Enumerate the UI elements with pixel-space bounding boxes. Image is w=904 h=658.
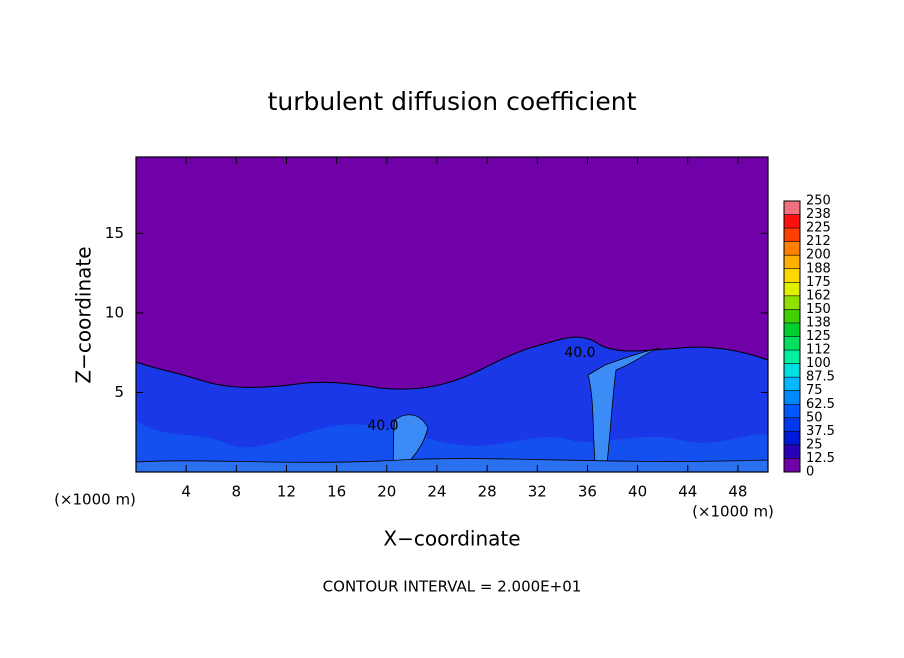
colorbar-box xyxy=(784,417,800,432)
colorbar-box xyxy=(784,390,800,405)
turbulent-region xyxy=(391,414,429,473)
x-tick-label: 44 xyxy=(678,483,697,501)
colorbar-label: 200 xyxy=(806,248,831,263)
colorbar-label: 225 xyxy=(806,221,831,236)
colorbar-label: 37.5 xyxy=(806,424,835,439)
chart-title: turbulent diffusion coefficient xyxy=(268,87,637,116)
colorbar-label: 87.5 xyxy=(806,370,835,385)
x-tick-label: 8 xyxy=(232,483,242,501)
footer: CONTOUR INTERVAL = 2.000E+01 xyxy=(323,578,582,596)
colorbar-box xyxy=(784,377,800,391)
x-tick-label: 28 xyxy=(478,483,497,501)
colorbar-label: 0 xyxy=(806,465,814,480)
colorbar-label: 112 xyxy=(806,343,831,358)
colorbar-box xyxy=(784,295,800,310)
x-tick-label: 32 xyxy=(528,483,547,501)
x-tick-label: 12 xyxy=(277,483,296,501)
x-tick-label: 4 xyxy=(181,483,191,501)
x-unit: (×1000 m) xyxy=(54,491,136,509)
x-tick-label: 40 xyxy=(628,483,647,501)
colorbar-label: 125 xyxy=(806,329,831,344)
colorbar-label: 175 xyxy=(806,275,831,290)
colorbar-box xyxy=(784,458,800,472)
colorbar-box xyxy=(784,363,800,378)
colorbar-box xyxy=(784,336,800,351)
x-axis-label: X−coordinate xyxy=(383,527,520,551)
y-axis-label: Z−coordinate xyxy=(72,246,96,383)
turbulent-region xyxy=(587,347,661,473)
colorbar-box xyxy=(784,255,800,269)
colorbar-box xyxy=(784,201,800,215)
colorbar-label: 62.5 xyxy=(806,397,835,412)
field xyxy=(135,157,769,473)
colorbar-label: 212 xyxy=(806,234,831,249)
colorbar-label: 138 xyxy=(806,315,831,330)
colorbar-box xyxy=(784,309,800,323)
colorbar-box xyxy=(784,350,800,364)
colorbar-box xyxy=(784,228,800,242)
colorbar-box xyxy=(784,214,800,229)
x-tick-label: 16 xyxy=(327,483,346,501)
colorbar-label: 12.5 xyxy=(806,451,835,466)
colorbar-box xyxy=(784,268,800,283)
x-tick-label: 36 xyxy=(578,483,597,501)
colorbar-box xyxy=(784,241,800,256)
colorbar-box xyxy=(784,322,800,337)
plot-frame xyxy=(135,156,769,473)
x-tick-label: 24 xyxy=(427,483,446,501)
colorbar-box xyxy=(784,282,800,296)
contour-label: 40.0 xyxy=(564,345,595,361)
turbulent-region xyxy=(136,420,768,472)
y-tick-label: 5 xyxy=(114,383,124,401)
contour-label: 40.0 xyxy=(367,418,398,434)
x-tick-label: 20 xyxy=(377,483,396,501)
y-tick-label: 10 xyxy=(105,303,124,321)
colorbar-box xyxy=(784,444,800,459)
colorbar-label: 150 xyxy=(806,302,831,317)
colorbar-label: 188 xyxy=(806,261,831,276)
colorbar-label: 250 xyxy=(806,194,831,209)
colorbar-label: 25 xyxy=(806,437,823,452)
y-unit: (×1000 m) xyxy=(692,503,774,521)
colorbar-label: 50 xyxy=(806,410,823,425)
colorbar-label: 238 xyxy=(806,207,831,222)
colorbar-box xyxy=(784,431,800,445)
colorbar-label: 75 xyxy=(806,383,823,398)
turbulent-region xyxy=(135,458,769,473)
colorbar-label: 100 xyxy=(806,356,831,371)
x-tick-label: 48 xyxy=(728,483,747,501)
y-tick-label: 15 xyxy=(105,224,124,242)
colorbar-box xyxy=(784,404,800,418)
colorbar-label: 162 xyxy=(806,288,831,303)
